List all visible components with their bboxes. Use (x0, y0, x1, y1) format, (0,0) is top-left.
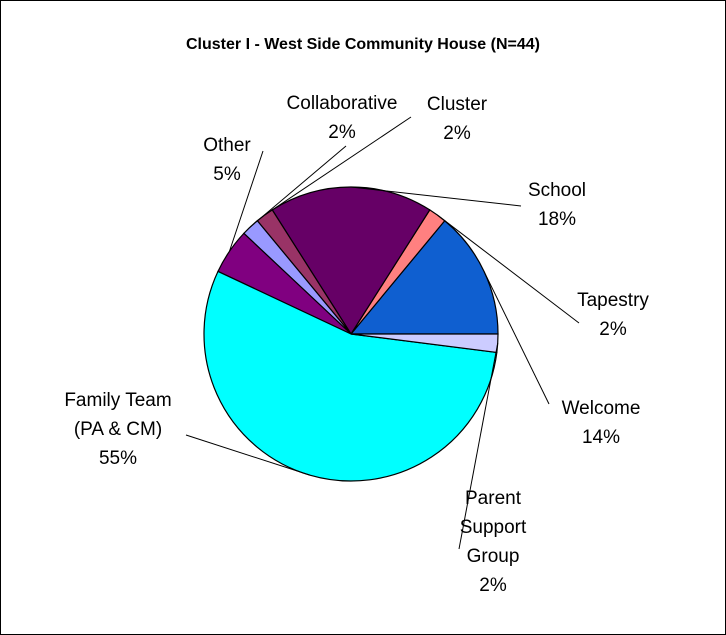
leader-line (437, 214, 580, 324)
slice-label: Other 5% (203, 135, 251, 185)
slice-labels: Welcome 14%Tapestry 2%School 18%Cluster 2%Co… (64, 93, 649, 596)
slice-label: Welcome 14% (562, 398, 641, 448)
slice-name: Group (467, 546, 520, 567)
slice-label: Cluster 2% (427, 94, 488, 144)
slice-label: Parent Support Group 2% (460, 488, 527, 596)
leader-line (350, 186, 522, 207)
leader-line (250, 145, 347, 228)
slice-percent: 2% (599, 319, 627, 340)
slice-percent: 5% (213, 164, 241, 185)
slice-percent: 55% (99, 448, 137, 469)
slice-name: School (528, 180, 586, 201)
slice-percent: 14% (582, 427, 620, 448)
slice-name: Family Team (64, 390, 171, 411)
leader-line (458, 343, 499, 550)
slice-percent: 2% (328, 122, 356, 143)
slice-percent: 2% (443, 123, 471, 144)
pie-slice-parent-support-group (350, 333, 499, 354)
pie-slices (203, 186, 499, 482)
slice-name: Cluster (427, 94, 488, 115)
slice-name: (PA & CM) (74, 419, 162, 440)
slice-name: Collaborative (287, 93, 398, 114)
slice-percent: 18% (538, 209, 576, 230)
slice-name: Support (460, 517, 527, 538)
slice-name: Parent (465, 488, 522, 509)
slice-percent: 2% (479, 575, 507, 596)
slice-label: Collaborative 2% (287, 93, 398, 143)
leader-line (185, 434, 311, 476)
slice-label: Family Team (PA & CM) 55% (64, 390, 171, 469)
pie-slice-welcome (349, 219, 499, 335)
leader-line (483, 271, 550, 405)
slice-label: School 18% (528, 180, 586, 230)
leader-line (264, 116, 412, 216)
chart-title: Cluster I - West Side Community House (N… (186, 36, 540, 53)
slice-name: Tapestry (577, 290, 649, 311)
leader-lines (185, 116, 580, 550)
slice-label: Tapestry 2% (577, 290, 649, 340)
leader-line (228, 150, 264, 252)
slice-name: Other (203, 135, 251, 156)
slice-name: Welcome (562, 398, 641, 419)
